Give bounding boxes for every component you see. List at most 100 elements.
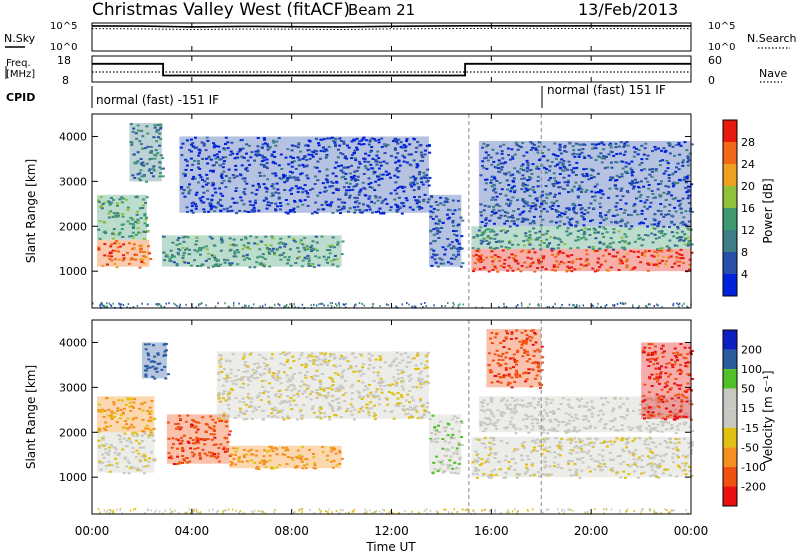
heat-cell — [289, 176, 293, 179]
heat-cell — [153, 417, 157, 420]
heat-cell — [190, 143, 194, 146]
heat-cell — [502, 412, 506, 415]
heat-cell — [311, 248, 315, 251]
heat-cell — [411, 386, 415, 388]
heat-cell — [530, 440, 534, 443]
heat-cell — [229, 368, 233, 371]
heat-cell — [510, 186, 514, 189]
heat-cell — [254, 153, 258, 156]
heat-cell — [106, 453, 110, 456]
heat-cell — [609, 428, 613, 431]
heat-cell — [265, 198, 269, 201]
heat-cell — [149, 416, 153, 419]
heat-cell — [640, 158, 644, 161]
heat-cell — [183, 174, 187, 177]
power-colorbar-frame — [722, 119, 738, 297]
heat-cell — [528, 230, 532, 233]
heat-cell — [513, 404, 517, 407]
heat-cell — [156, 152, 160, 155]
heat-cell — [541, 190, 544, 193]
heat-cell — [389, 192, 393, 195]
heat-cell — [494, 198, 498, 201]
heat-cell — [344, 356, 348, 359]
heat-cell — [277, 410, 281, 413]
heat-cell — [472, 267, 476, 270]
heat-cell — [484, 446, 487, 449]
heat-cell — [631, 463, 635, 466]
heat-cell — [281, 401, 285, 404]
heat-cell — [224, 186, 228, 189]
heat-cell — [476, 453, 480, 455]
noise-right-tick-top: 10^5 — [708, 21, 735, 32]
heat-cell — [622, 470, 626, 473]
heat-cell — [131, 174, 135, 177]
heat-cell — [115, 215, 119, 218]
heat-cell — [217, 201, 220, 204]
heat-cell — [681, 454, 685, 457]
heat-cell — [212, 428, 216, 431]
heat-cell — [200, 201, 204, 204]
heat-cell — [555, 163, 559, 166]
heat-cell — [521, 141, 525, 144]
heat-cell — [356, 175, 360, 178]
heat-cell — [543, 409, 546, 412]
heat-cell — [539, 410, 542, 413]
heat-cell — [261, 386, 265, 388]
heat-cell — [234, 244, 238, 247]
heat-cell — [576, 188, 580, 191]
heat-cell — [316, 194, 320, 197]
heat-cell — [562, 160, 566, 162]
heat-cell — [209, 427, 213, 430]
heat-cell — [290, 165, 294, 168]
heat-cell — [255, 376, 259, 379]
heat-cell — [632, 205, 636, 207]
heat-cell — [677, 441, 681, 444]
heat-cell — [516, 170, 520, 173]
heat-cell — [441, 438, 445, 440]
heat-cell — [424, 355, 428, 358]
heat-cell — [578, 153, 582, 156]
heat-cell — [450, 257, 454, 260]
heat-cell — [558, 173, 562, 175]
heat-cell — [521, 163, 525, 166]
heat-cell — [379, 377, 383, 380]
heat-cell — [577, 143, 581, 146]
heat-cell — [245, 418, 249, 420]
heat-cell — [115, 466, 119, 469]
heat-cell — [589, 202, 593, 205]
heat-cell — [489, 399, 493, 402]
heat-cell — [257, 365, 261, 368]
heat-cell — [404, 197, 408, 200]
heat-cell — [242, 376, 246, 379]
heat-cell — [105, 425, 109, 428]
heat-cell — [211, 184, 215, 187]
heat-cell — [421, 156, 425, 159]
heat-cell — [240, 376, 244, 379]
heat-cell — [540, 453, 544, 456]
heat-cell — [367, 197, 371, 200]
heat-cell — [430, 248, 434, 251]
heat-cell — [650, 254, 654, 257]
heat-cell — [596, 261, 600, 264]
heat-cell — [619, 220, 623, 223]
heat-cell — [207, 266, 210, 269]
heat-cell — [310, 376, 314, 378]
heat-cell — [303, 236, 307, 239]
heat-cell — [287, 385, 291, 388]
heat-cell — [291, 305, 293, 307]
heat-cell — [422, 381, 426, 383]
heat-cell — [128, 222, 132, 225]
heat-cell — [101, 438, 105, 441]
heat-cell — [332, 364, 336, 367]
heat-cell — [645, 404, 649, 407]
heat-cell — [326, 181, 329, 184]
heat-cell — [650, 223, 654, 226]
heat-cell — [181, 455, 184, 457]
heat-cell — [238, 173, 242, 176]
heat-cell — [662, 460, 666, 463]
heat-cell — [243, 188, 247, 191]
heat-cell — [319, 412, 323, 415]
heat-cell — [534, 442, 538, 444]
heat-cell — [215, 161, 218, 164]
